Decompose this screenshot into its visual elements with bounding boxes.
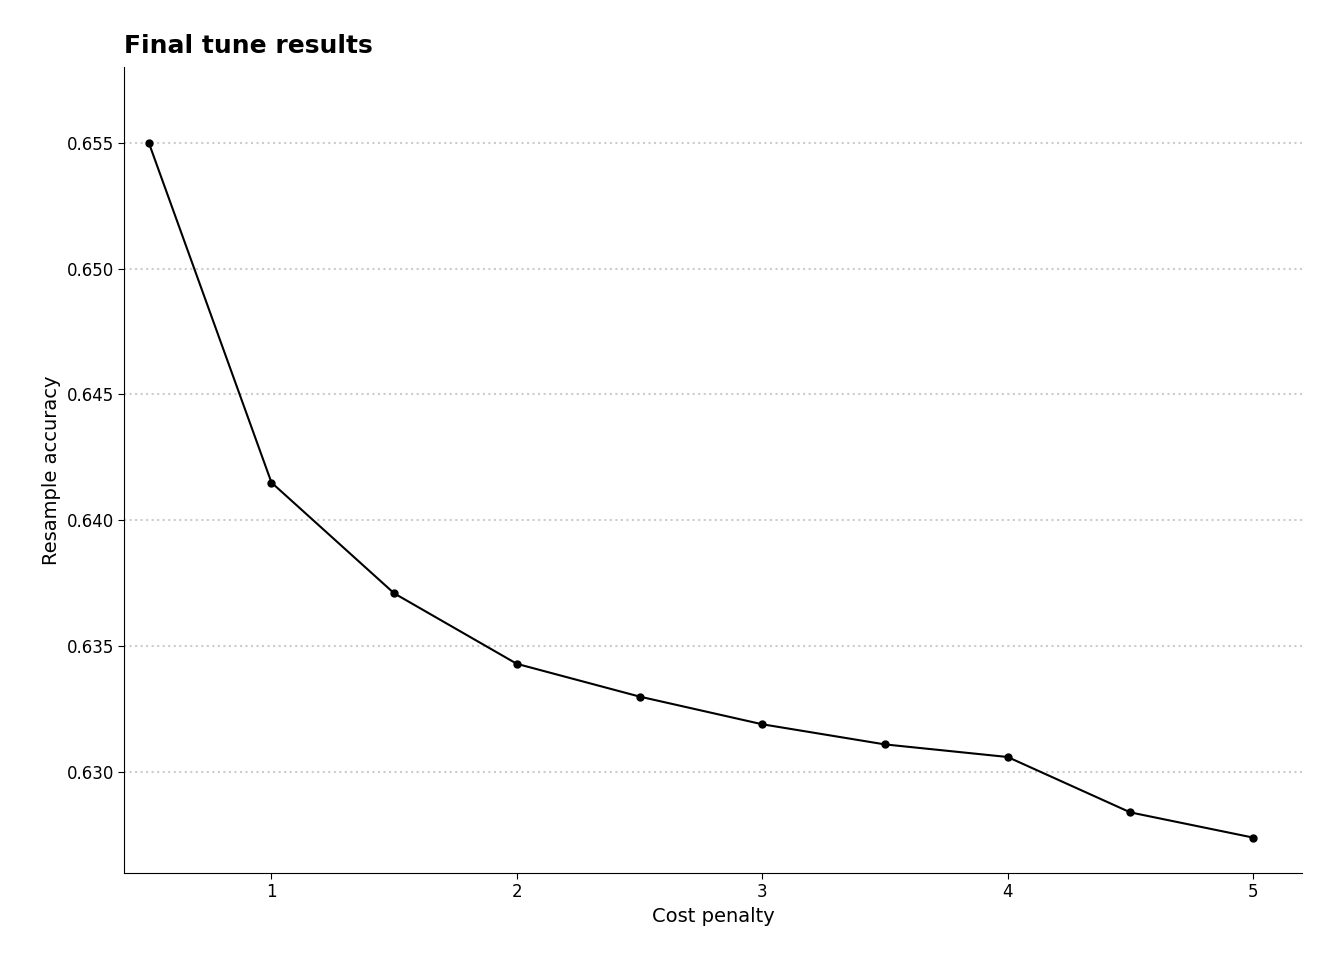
Y-axis label: Resample accuracy: Resample accuracy — [42, 375, 60, 564]
Text: Final tune results: Final tune results — [124, 35, 374, 59]
X-axis label: Cost penalty: Cost penalty — [652, 907, 774, 925]
